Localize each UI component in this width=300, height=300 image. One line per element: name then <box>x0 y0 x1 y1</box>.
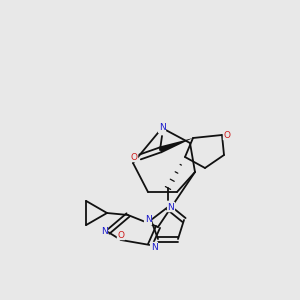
Text: N: N <box>168 202 174 211</box>
Text: N: N <box>159 124 165 133</box>
Text: O: O <box>118 230 124 239</box>
Polygon shape <box>159 138 193 153</box>
Text: O: O <box>130 152 137 161</box>
Text: N: N <box>151 242 158 251</box>
Text: N: N <box>145 215 152 224</box>
Text: N: N <box>100 226 107 236</box>
Text: O: O <box>224 130 230 140</box>
